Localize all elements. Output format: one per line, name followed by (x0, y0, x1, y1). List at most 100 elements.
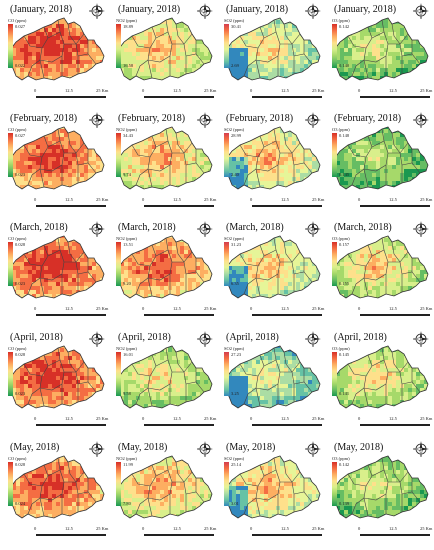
scale-line (144, 314, 214, 316)
scale-line (36, 205, 106, 207)
north-arrow-icon (304, 330, 322, 348)
legend-title: NO2 (ppm) (116, 236, 137, 241)
scale-bar: 0 12.5 25 Km (34, 416, 110, 432)
legend: SO2 (ppm) 27.23 3.25 (224, 346, 254, 396)
north-arrow-icon (412, 111, 430, 129)
scale-bar: 0 12.5 25 Km (250, 197, 326, 213)
map-panel: (May, 2018) CO (ppm) 0.028 0.024 0 12.5 25 Km (4, 440, 110, 549)
legend-title: NO2 (ppm) (116, 346, 137, 351)
pollution-map (328, 16, 434, 86)
scale-label-end: 25 Km (96, 416, 109, 421)
scale-bar: 0 12.5 25 Km (34, 526, 110, 542)
scale-line (360, 424, 430, 426)
map-panel: (January, 2018) CO (ppm) 0.027 0.022 0 12.5 25… (4, 2, 110, 111)
scale-line (360, 96, 430, 98)
city-outline (9, 345, 105, 409)
district-boundary (47, 249, 61, 257)
district-boundary (371, 469, 385, 477)
district-boundary (243, 277, 257, 295)
legend-max-value: 27.23 (231, 352, 242, 357)
district-boundary (23, 253, 43, 267)
legend-title: SO2 (ppm) (224, 18, 245, 23)
map-panel: (March, 2018) SO2 (ppm) 31.23 6.35 0 12.5 25 K… (220, 220, 326, 329)
legend-min-value: 0.023 (15, 281, 26, 286)
pollution-map (220, 454, 326, 524)
legend-color-ramp (8, 24, 13, 68)
legend-max-value: 30.41 (231, 24, 242, 29)
scale-label-start: 0 (34, 416, 37, 421)
scale-label-end: 25 Km (312, 416, 325, 421)
legend-title: SO2 (ppm) (224, 236, 245, 241)
district-boundary (64, 251, 85, 263)
map-panel: (February, 2018) SO2 (ppm) 28.99 2.40 0 12.5 2… (220, 111, 326, 220)
pollution-map (4, 454, 110, 524)
scale-line (252, 314, 322, 316)
district-boundary (263, 469, 277, 477)
scale-line (144, 424, 214, 426)
district-boundary (155, 249, 169, 257)
district-boundary (280, 361, 301, 373)
scale-line (36, 314, 106, 316)
legend-max-value: 0.027 (15, 24, 26, 29)
pollution-map (4, 16, 110, 86)
district-boundary (64, 33, 85, 45)
city-outline (117, 345, 213, 409)
city-outline (333, 345, 429, 409)
district-boundary (363, 55, 387, 63)
scale-label-start: 0 (142, 88, 145, 93)
scale-label-end: 25 Km (312, 197, 325, 202)
legend-color-ramp (116, 24, 121, 68)
scale-label-end: 25 Km (312, 306, 325, 311)
district-boundary (255, 383, 279, 391)
pollution-map (112, 344, 218, 414)
legend-min-value: 7.80 (123, 501, 131, 506)
legend-color-ramp (116, 133, 121, 177)
district-boundary (47, 140, 61, 148)
scale-label-end: 25 Km (312, 88, 325, 93)
legend-max-value: 18.89 (123, 24, 134, 29)
legend-min-value: 0.155 (339, 281, 350, 286)
map-panel: (April, 2018) O3 (ppm) 0.145 0.141 0 12.5 25 K… (328, 330, 434, 439)
scale-line (252, 424, 322, 426)
legend-color-ramp (8, 462, 13, 506)
scale-bar: 0 12.5 25 Km (142, 88, 218, 104)
district-boundary (263, 249, 277, 257)
panel-title: (May, 2018) (334, 442, 384, 453)
scale-bar: 0 12.5 25 Km (142, 197, 218, 213)
scale-label-mid: 12.5 (389, 416, 397, 421)
district-boundary (27, 168, 41, 186)
north-arrow-icon (88, 2, 106, 20)
legend-max-value: 0.148 (339, 133, 350, 138)
legend-max-value: 11.99 (123, 462, 133, 467)
legend: CO (ppm) 0.027 0.023 (8, 127, 38, 177)
district-boundary (172, 471, 193, 483)
district-boundary (27, 497, 41, 515)
district-boundary (27, 387, 41, 405)
district-boundary (39, 273, 63, 281)
scale-bar: 0 12.5 25 Km (250, 306, 326, 322)
pollution-map (328, 454, 434, 524)
district-boundary (47, 469, 61, 477)
north-arrow-icon (88, 220, 106, 238)
scale-label-end: 25 Km (420, 197, 433, 202)
district-boundary (351, 277, 365, 295)
scale-line (360, 534, 430, 536)
district-boundary (243, 387, 257, 405)
scale-line (144, 96, 214, 98)
district-boundary (172, 361, 193, 373)
legend-max-value: 0.027 (15, 133, 26, 138)
district-boundary (363, 383, 387, 391)
north-arrow-icon (304, 111, 322, 129)
legend-color-ramp (8, 133, 13, 177)
panel-title: (May, 2018) (226, 442, 276, 453)
legend-title: CO (ppm) (8, 127, 27, 132)
legend: CO (ppm) 0.028 0.024 (8, 456, 38, 506)
scale-label-mid: 12.5 (173, 197, 181, 202)
city-outline (225, 126, 321, 190)
legend-title: NO2 (ppm) (116, 18, 137, 23)
legend-color-ramp (224, 352, 229, 396)
legend: NO2 (ppm) 16.01 9.58 (116, 346, 146, 396)
city-outline (117, 455, 213, 519)
pollution-map (220, 16, 326, 86)
city-outline (333, 235, 429, 299)
